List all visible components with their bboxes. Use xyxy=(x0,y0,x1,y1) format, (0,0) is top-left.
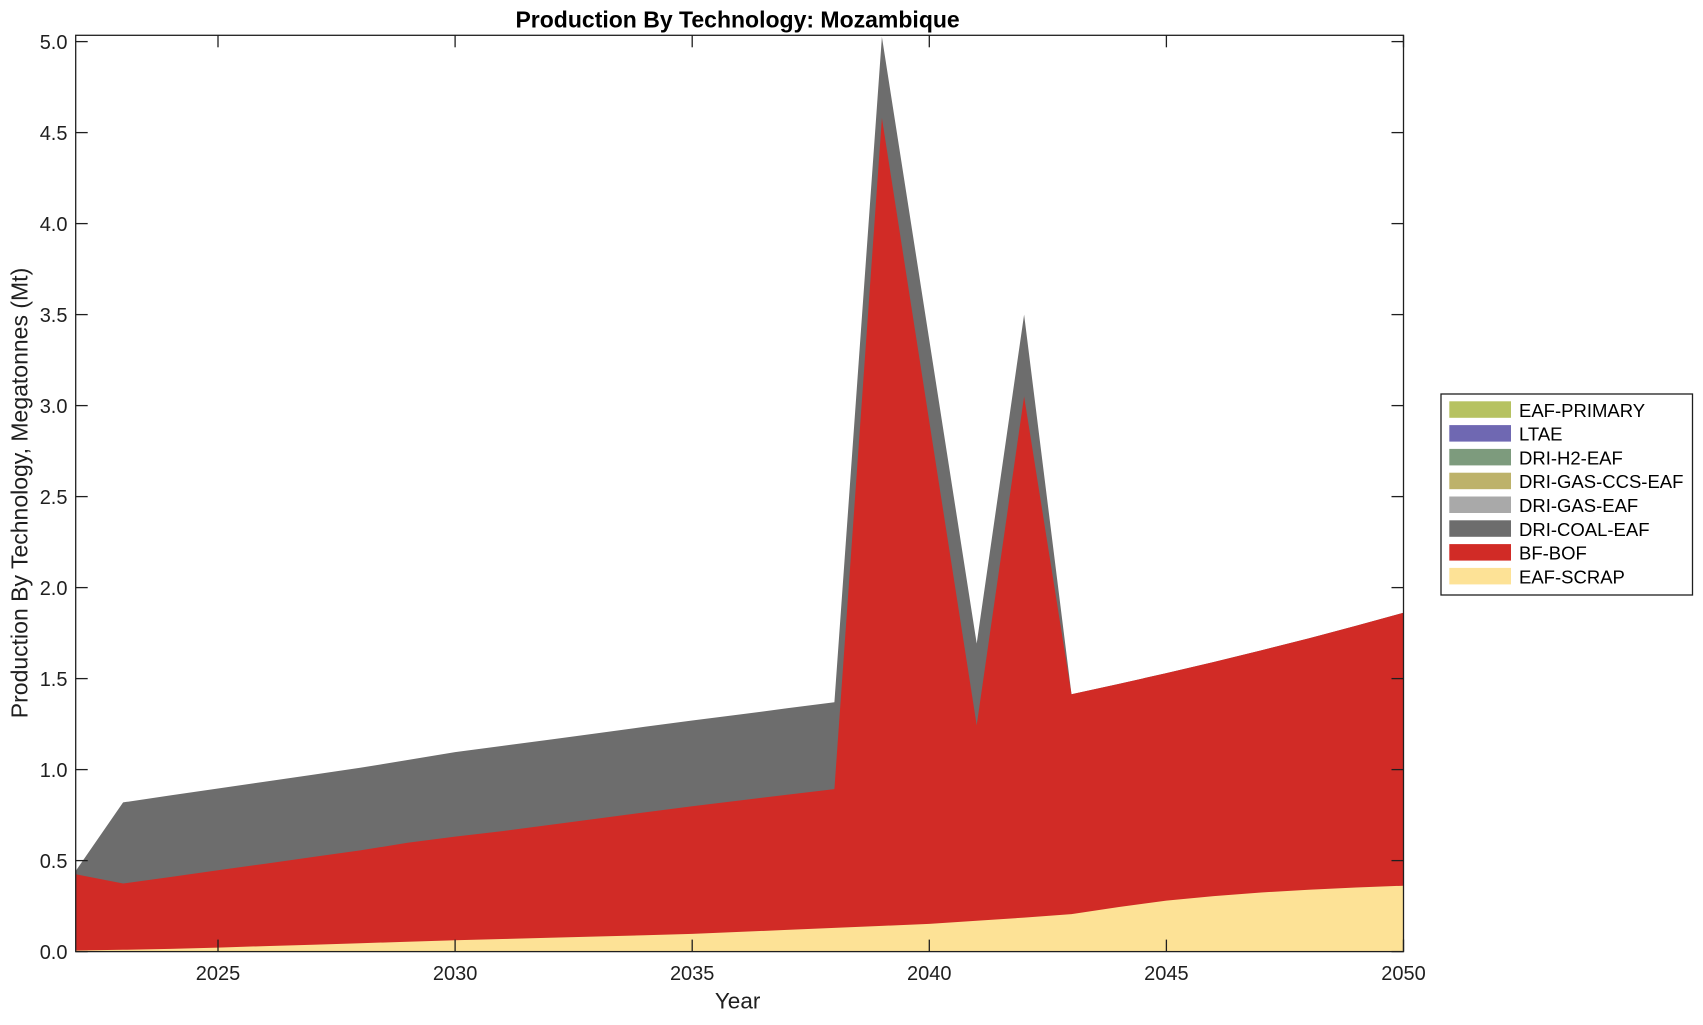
svg-text:0.5: 0.5 xyxy=(40,851,68,873)
svg-text:Production By Technology: Moza: Production By Technology: Mozambique xyxy=(515,7,959,33)
svg-text:1.5: 1.5 xyxy=(40,669,68,691)
svg-text:5.0: 5.0 xyxy=(40,32,68,54)
svg-text:EAF-PRIMARY: EAF-PRIMARY xyxy=(1519,400,1645,421)
svg-text:2045: 2045 xyxy=(1144,963,1189,985)
svg-text:2050: 2050 xyxy=(1381,963,1426,985)
svg-text:DRI-H2-EAF: DRI-H2-EAF xyxy=(1519,447,1623,468)
svg-text:DRI-GAS-CCS-EAF: DRI-GAS-CCS-EAF xyxy=(1519,471,1683,492)
svg-text:3.0: 3.0 xyxy=(40,396,68,418)
svg-text:2040: 2040 xyxy=(907,963,952,985)
svg-text:2035: 2035 xyxy=(670,963,715,985)
svg-text:LTAE: LTAE xyxy=(1519,424,1563,445)
svg-text:2030: 2030 xyxy=(433,963,478,985)
svg-text:2.0: 2.0 xyxy=(40,578,68,600)
svg-text:BF-BOF: BF-BOF xyxy=(1519,543,1587,564)
svg-text:DRI-GAS-EAF: DRI-GAS-EAF xyxy=(1519,495,1638,516)
svg-text:4.0: 4.0 xyxy=(40,214,68,236)
svg-text:3.5: 3.5 xyxy=(40,305,68,327)
svg-text:Production By Technology, Mega: Production By Technology, Megatonnes (Mt… xyxy=(7,268,33,718)
svg-text:EAF-SCRAP: EAF-SCRAP xyxy=(1519,566,1625,587)
svg-text:2.5: 2.5 xyxy=(40,487,68,509)
svg-text:0.0: 0.0 xyxy=(40,942,68,964)
svg-text:4.5: 4.5 xyxy=(40,123,68,145)
svg-text:1.0: 1.0 xyxy=(40,760,68,782)
svg-text:DRI-COAL-EAF: DRI-COAL-EAF xyxy=(1519,519,1650,540)
svg-text:2025: 2025 xyxy=(196,963,241,985)
svg-text:Year: Year xyxy=(715,989,761,1014)
